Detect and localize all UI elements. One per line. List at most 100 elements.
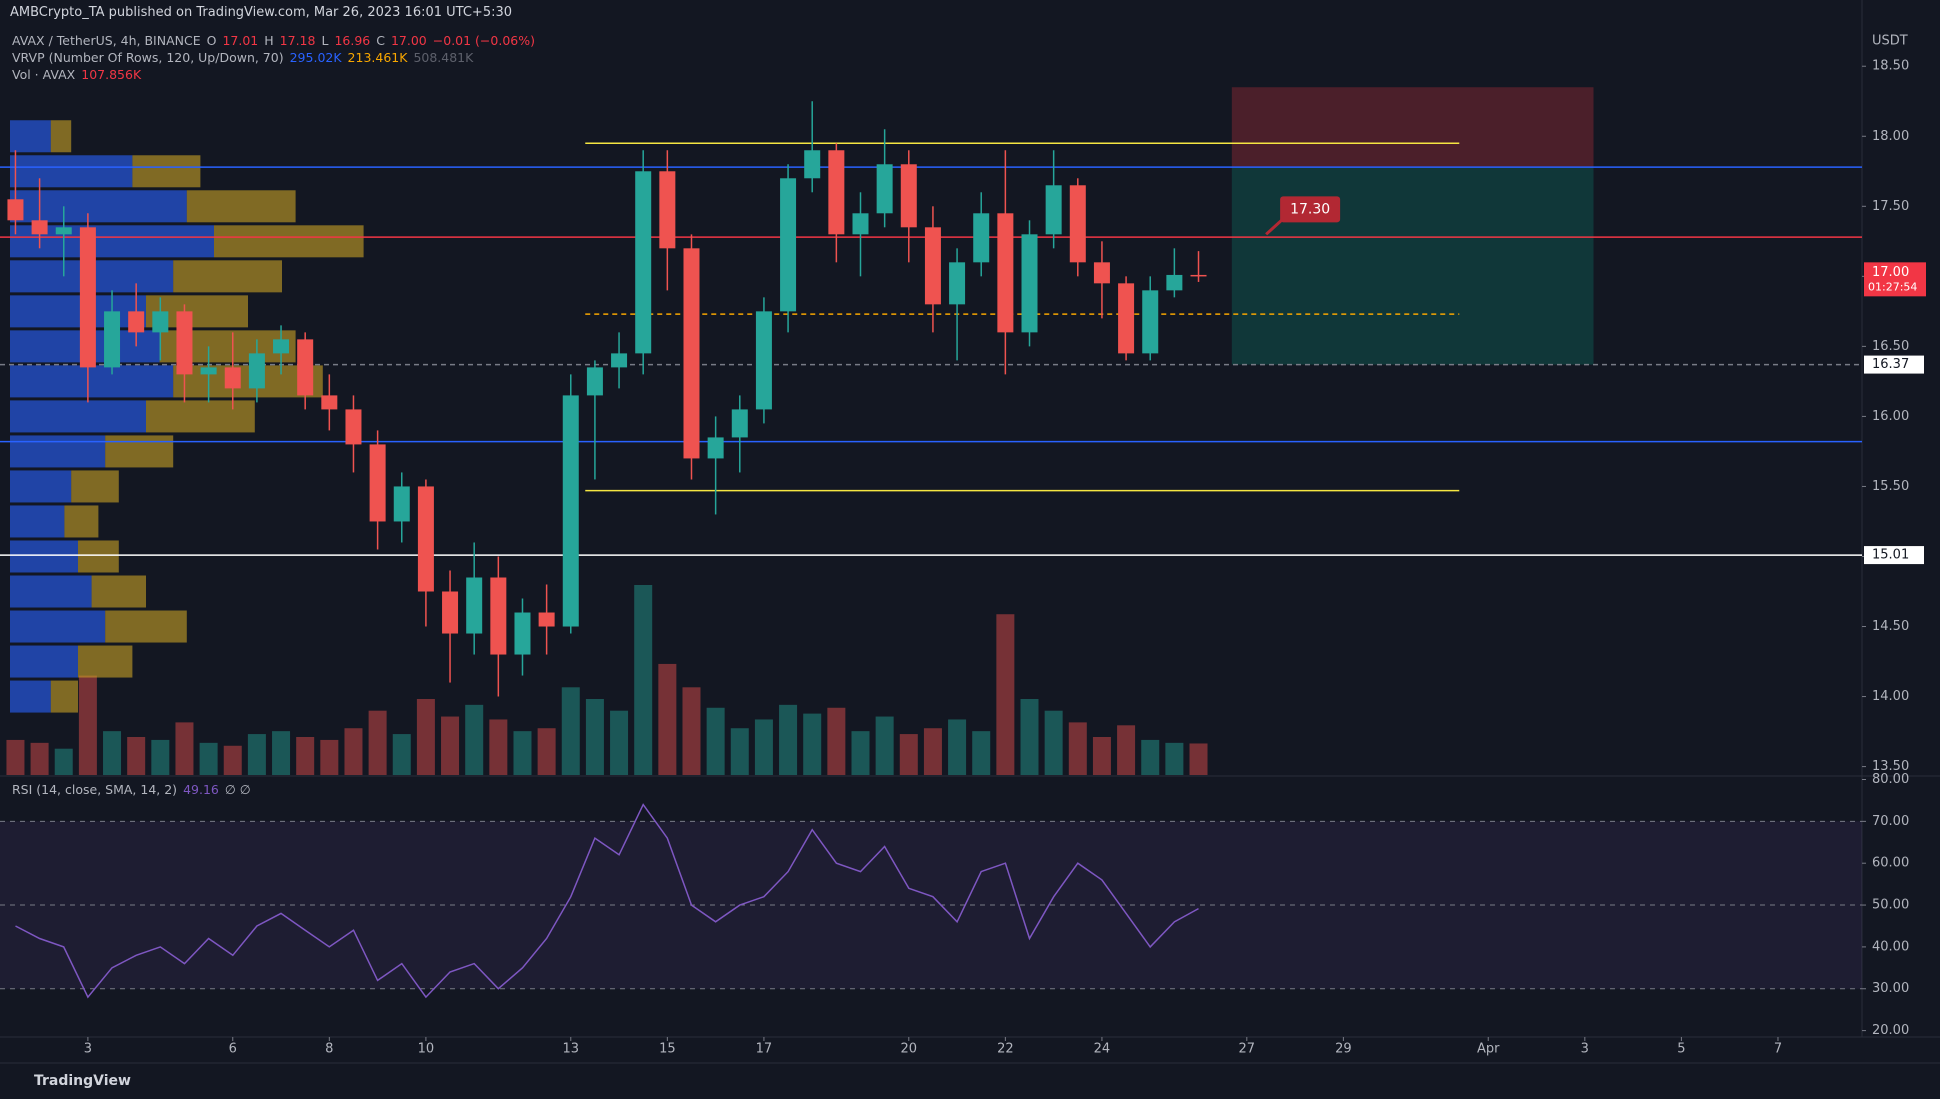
candle-body	[852, 213, 869, 235]
candle-body	[442, 591, 459, 634]
price-tag-label: 16.37	[1872, 357, 1909, 372]
volume-bar	[368, 710, 387, 775]
profile-down	[78, 540, 119, 573]
volume-bar	[972, 731, 991, 775]
candle-body	[393, 486, 410, 522]
x-tick-label: 8	[325, 1042, 333, 1057]
candle-body	[949, 262, 966, 305]
legend-text: L	[321, 33, 329, 48]
profile-up	[10, 540, 78, 573]
volume-bar	[6, 739, 25, 775]
profile-up	[10, 680, 51, 713]
y-tick-label: 18.50	[1872, 59, 1909, 74]
price-tag	[1864, 355, 1924, 374]
volume-bar	[1020, 699, 1039, 775]
profile-up	[10, 470, 72, 503]
candle-body	[128, 311, 145, 333]
legend-text: −0.01 (−0.06%)	[432, 33, 535, 48]
header: AMBCrypto_TA published on TradingView.co…	[10, 5, 513, 20]
candle-body	[490, 577, 507, 655]
volume-bar	[441, 716, 460, 775]
x-tick-label: 27	[1239, 1042, 1256, 1057]
volume-bar	[513, 731, 532, 775]
candle-body	[224, 367, 241, 389]
callout-label: 17.30	[1290, 201, 1330, 217]
volume-bar	[30, 742, 49, 775]
candle-body	[1093, 262, 1110, 284]
candle-body	[200, 367, 217, 375]
candle-body	[176, 311, 193, 375]
volume-bar	[465, 704, 484, 775]
x-tick-label: 6	[229, 1042, 237, 1057]
stop-zone	[1231, 87, 1594, 168]
profile-down	[50, 120, 72, 153]
volume-bar	[1165, 742, 1184, 775]
rsi-tick-label: 80.00	[1872, 772, 1909, 787]
candle-body	[1190, 274, 1207, 277]
y-tick-label: 14.00	[1872, 689, 1909, 704]
profile-up	[10, 190, 187, 223]
legend-text: 17.18	[279, 33, 316, 48]
candle-body	[152, 311, 169, 333]
legend-text: 107.856K	[81, 67, 142, 82]
candle-body	[31, 220, 48, 235]
y-tick-label: 16.00	[1872, 409, 1909, 424]
rsi-tick-label: 70.00	[1872, 814, 1909, 829]
legend-line: Vol · AVAX 107.856K	[12, 67, 147, 82]
candle-body	[538, 612, 555, 627]
y-tick-label: 15.50	[1872, 479, 1909, 494]
candle-body	[369, 444, 386, 522]
x-tick-label: 3	[84, 1042, 92, 1057]
volume-bar	[923, 728, 942, 775]
profile-up	[10, 575, 92, 608]
candle-body	[683, 248, 700, 459]
legend-line: RSI (14, close, SMA, 14, 2) 49.16 ∅ ∅	[12, 782, 257, 797]
volume-bar	[1044, 710, 1063, 775]
volume-bar	[754, 719, 773, 775]
volume-bar	[851, 731, 870, 775]
rsi-tick-label: 50.00	[1872, 898, 1909, 913]
candle-body	[562, 395, 579, 627]
profile-down	[71, 470, 119, 503]
candle-body	[659, 171, 676, 249]
profile-down	[50, 680, 78, 713]
volume-bar	[1189, 743, 1208, 775]
candle-body	[900, 164, 917, 228]
legend-line: AVAX / TetherUS, 4h, BINANCE O 17.01 H 17.18…	[12, 33, 541, 48]
candle-body	[1118, 283, 1135, 354]
price-tag-label: 15.01	[1872, 548, 1909, 563]
profile-up	[10, 505, 65, 538]
rsi-tick-label: 20.00	[1872, 1023, 1909, 1038]
profile-down	[64, 505, 99, 538]
candle-body	[7, 199, 24, 221]
x-tick-label: 22	[997, 1042, 1014, 1057]
candle-body	[1166, 274, 1183, 291]
legend-text: C	[376, 33, 385, 48]
x-tick-label: 20	[901, 1042, 918, 1057]
volume-bar	[730, 728, 749, 775]
legend-text: H	[264, 33, 274, 48]
currency-label: USDT	[1872, 34, 1908, 49]
x-tick-label: 13	[562, 1042, 579, 1057]
legend-text: Vol · AVAX	[12, 67, 76, 82]
profile-up	[10, 155, 133, 188]
volume-bar	[561, 687, 580, 775]
candle-body	[731, 409, 748, 438]
volume-bar	[247, 734, 266, 775]
candle-body	[297, 339, 314, 396]
volume-bar	[610, 710, 629, 775]
candle-body	[707, 437, 724, 459]
profile-up	[10, 610, 106, 643]
candle-body	[1142, 290, 1159, 354]
callout-box	[1280, 196, 1341, 223]
volume-bar	[489, 719, 508, 775]
volume-bar	[1117, 725, 1136, 775]
candle-body	[104, 311, 121, 368]
volume-bar	[948, 719, 967, 775]
x-tick-label: 5	[1677, 1042, 1685, 1057]
brand: TradingView	[34, 1073, 131, 1089]
profile-up	[10, 435, 106, 468]
volume-bar	[344, 728, 363, 775]
